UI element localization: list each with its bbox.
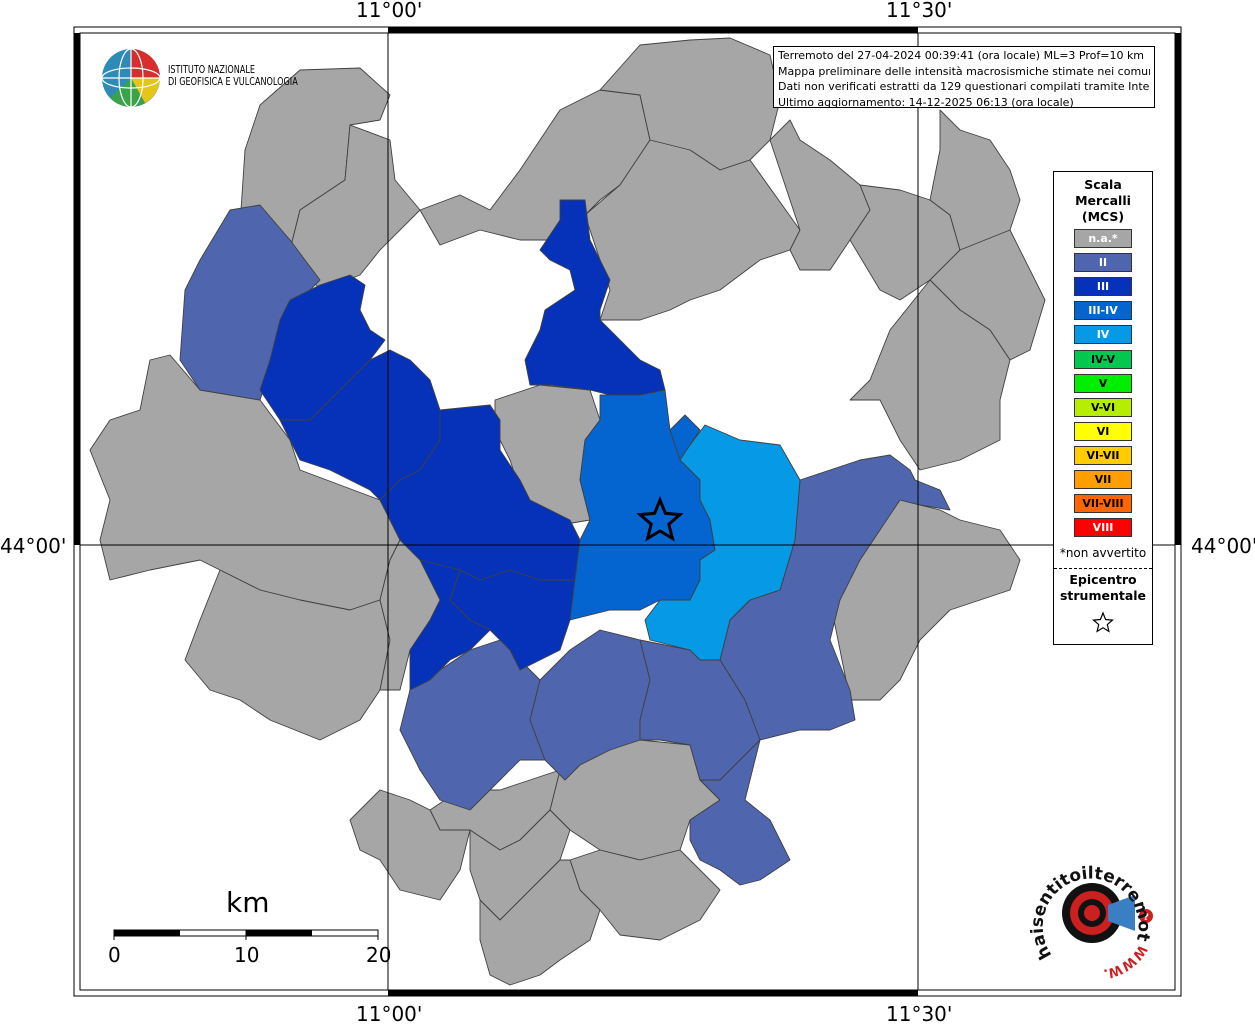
- comune-grey: [349, 789, 471, 901]
- legend-swatch: IV: [1074, 325, 1132, 345]
- event-info-line4: Ultimo aggiornamento: 14-12-2025 06:13 (…: [778, 95, 1074, 109]
- legend-swatch: II: [1074, 253, 1132, 273]
- legend-note: *non avvertito: [1059, 546, 1147, 560]
- legend-title-line2: Mercalli: [1075, 193, 1131, 208]
- frame-bar-bottom: [388, 990, 918, 996]
- comuni-intensity-III: [259, 199, 666, 691]
- comune-grey: [184, 569, 391, 741]
- scale-bar-tick-10: 10: [234, 943, 260, 967]
- legend-title-line1: Scala: [1084, 177, 1122, 192]
- comune-III: [409, 559, 491, 691]
- comune-IV: [644, 424, 801, 661]
- legend-swatch: V-VI: [1074, 397, 1132, 417]
- ingv-logo-line2: DI GEOFISICA E VULCANOLOGIA: [168, 76, 298, 88]
- ingv-logo-line1: ISTITUTO NAZIONALE: [168, 64, 256, 76]
- legend-swatch: VII-VIII: [1074, 494, 1132, 514]
- legend-swatch: III-IV: [1074, 301, 1132, 321]
- legend-epicentre-line1: Epicentro: [1069, 572, 1137, 587]
- legend-swatch: IV-V: [1074, 349, 1132, 369]
- axis-label-bottom-2: 11°30': [886, 1002, 953, 1026]
- legend-star-icon: [1092, 611, 1114, 633]
- scale-bar-tick-0: 0: [108, 943, 121, 967]
- legend-swatch: VII: [1074, 470, 1132, 489]
- axis-label-left: 44°00': [0, 534, 67, 558]
- ingv-logo-text: ISTITUTO NAZIONALE DI GEOFISICA E VULCAN…: [168, 64, 298, 88]
- comune-II: [689, 739, 791, 886]
- legend-divider: [1054, 568, 1152, 569]
- axis-label-bottom-1: 11°00': [356, 1002, 423, 1026]
- event-info-line1: Terremoto del 27-04-2024 00:39:41 (ora l…: [778, 49, 1145, 62]
- axis-label-right: 44°00': [1191, 534, 1255, 558]
- legend-epicentre-line2: strumentale: [1059, 588, 1147, 603]
- scale-bar-unit: km: [226, 886, 270, 919]
- comune-grey: [584, 139, 801, 321]
- legend-title: Scala Mercalli (MCS): [1054, 177, 1152, 225]
- legend-epicentre-label: Epicentro strumentale: [1054, 572, 1152, 604]
- ingv-globe-icon: [101, 48, 161, 108]
- svg-text:?: ?: [1143, 912, 1149, 923]
- frame-bar-right: [1175, 33, 1181, 545]
- legend-swatch: VI: [1074, 421, 1132, 441]
- legend-swatch: V: [1074, 373, 1132, 393]
- intensity-legend: Scala Mercalli (MCS) n.a.* II III III-IV IV I…: [1053, 171, 1153, 645]
- scale-bar: [113, 929, 379, 940]
- axis-label-top-2: 11°30': [886, 0, 953, 22]
- legend-swatch: VI-VII: [1074, 445, 1132, 465]
- scale-bar-tick-20: 20: [366, 943, 392, 967]
- comune-III: [524, 199, 666, 396]
- event-info-line3: Dati non verificati estratti da 129 ques…: [778, 80, 1150, 93]
- comuni-intensity-IV: [644, 424, 801, 661]
- comuni-not-felt: [89, 37, 1046, 986]
- frame-bar-top: [388, 27, 918, 33]
- comune-grey: [849, 279, 1011, 471]
- epicentre-star-icon: [636, 496, 684, 542]
- event-info-line2: Mappa preliminare delle intensità macros…: [778, 64, 1150, 78]
- legend-swatch: VIII: [1074, 518, 1132, 538]
- comuni-intensity-II: [179, 204, 951, 886]
- comune-III-IV: [669, 414, 701, 461]
- comune-grey: [479, 859, 601, 986]
- legend-swatch: n.a.*: [1074, 229, 1132, 248]
- legend-title-line3: (MCS): [1081, 209, 1125, 224]
- frame-bar-left: [74, 33, 80, 545]
- legend-swatch: III: [1074, 277, 1132, 297]
- event-info-box: Terremoto del 27-04-2024 00:39:41 (ora l…: [773, 46, 1155, 109]
- axis-label-top-1: 11°00': [356, 0, 423, 22]
